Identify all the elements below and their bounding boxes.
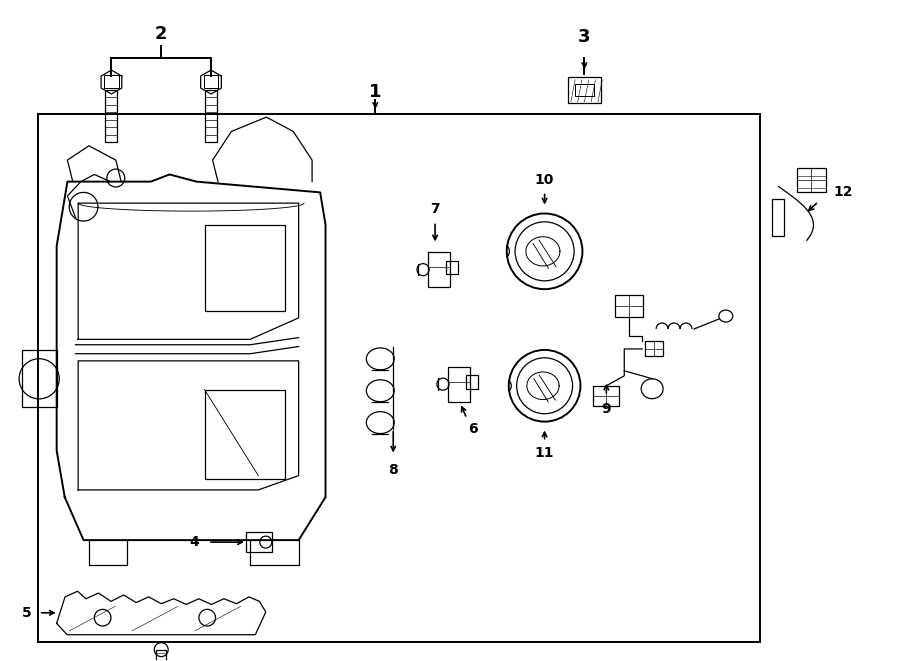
Bar [204, 389, 285, 479]
Bar [568, 77, 601, 102]
Text: 3: 3 [578, 28, 590, 46]
Bar [246, 532, 272, 552]
Bar [645, 342, 663, 356]
Text: 10: 10 [535, 173, 554, 186]
Bar [446, 261, 458, 274]
Bar [796, 168, 826, 192]
Bar [616, 295, 644, 317]
Bar [428, 252, 450, 287]
Text: 11: 11 [535, 446, 554, 461]
Text: 6: 6 [468, 422, 478, 436]
Text: 4: 4 [189, 535, 199, 549]
Bar [205, 90, 217, 142]
Bar [203, 75, 218, 88]
Text: 9: 9 [601, 402, 611, 416]
Bar [575, 84, 594, 96]
Bar [204, 225, 285, 311]
Text: 7: 7 [430, 202, 440, 215]
Bar [105, 90, 117, 142]
Bar [22, 350, 57, 407]
Text: 1: 1 [369, 83, 382, 101]
Text: 8: 8 [389, 463, 398, 477]
Text: 12: 12 [833, 184, 853, 198]
Text: 5: 5 [22, 606, 32, 620]
Bar [104, 75, 119, 88]
Bar [466, 375, 478, 389]
Text: 2: 2 [155, 25, 167, 43]
Bar [38, 114, 760, 642]
Bar [448, 367, 471, 402]
Bar [593, 386, 619, 406]
Bar [771, 198, 784, 237]
Bar [157, 650, 166, 661]
